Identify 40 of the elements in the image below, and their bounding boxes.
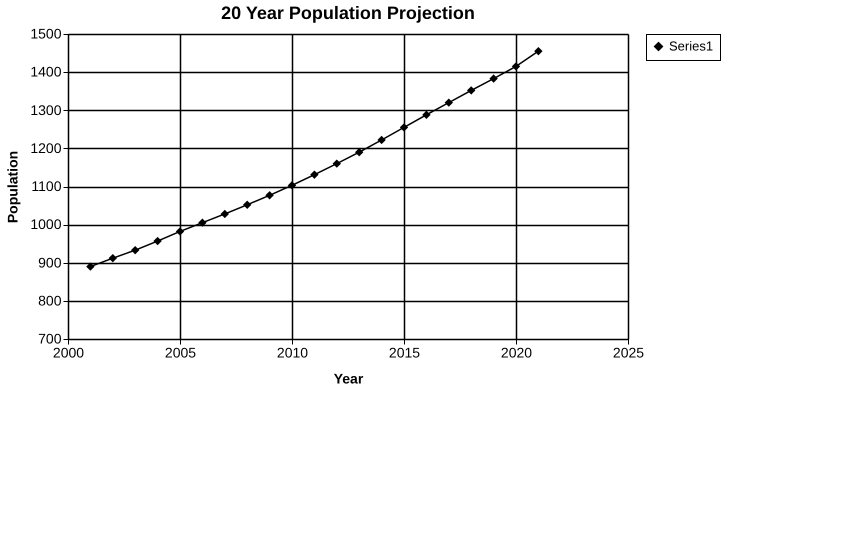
point (198, 218, 207, 227)
y-tick-label: 800 (38, 292, 62, 308)
point (512, 62, 520, 71)
point (153, 236, 162, 246)
point (310, 170, 319, 179)
point (176, 227, 184, 236)
point (332, 159, 341, 168)
x-tick-label: 2025 (612, 344, 644, 360)
y-tick-label: 1300 (30, 102, 62, 118)
y-axis-title: Population (4, 150, 20, 224)
y-tick-label: 1400 (30, 64, 62, 80)
x-tick-label: 2000 (52, 344, 84, 360)
y-tick-label: 1100 (31, 178, 62, 194)
point (131, 246, 140, 254)
point (444, 98, 453, 107)
y-tick-label: 1200 (30, 140, 62, 156)
point (377, 136, 386, 144)
y-tick-label: 700 (38, 330, 62, 346)
point (355, 148, 364, 156)
legend-label: Series1 (669, 38, 714, 54)
y-tick-label: 900 (38, 254, 62, 270)
x-tick-label: 2005 (164, 344, 196, 360)
point (243, 200, 252, 209)
chart-title: 20 Year Population Projection (221, 3, 475, 23)
point (422, 110, 431, 120)
point (467, 86, 476, 95)
point (534, 46, 543, 56)
point (108, 254, 117, 262)
point (86, 262, 95, 271)
x-tick-label: 2020 (500, 344, 532, 360)
x-tick-label: 2010 (276, 344, 308, 360)
point (220, 210, 229, 218)
x-axis-title: Year (334, 370, 364, 386)
point (265, 191, 274, 200)
y-tick-label: 1000 (30, 216, 62, 232)
y-tick-label: 1500 (30, 26, 62, 42)
point (489, 74, 498, 83)
point (400, 123, 408, 132)
point (288, 181, 296, 190)
x-tick-label: 2015 (388, 344, 420, 360)
